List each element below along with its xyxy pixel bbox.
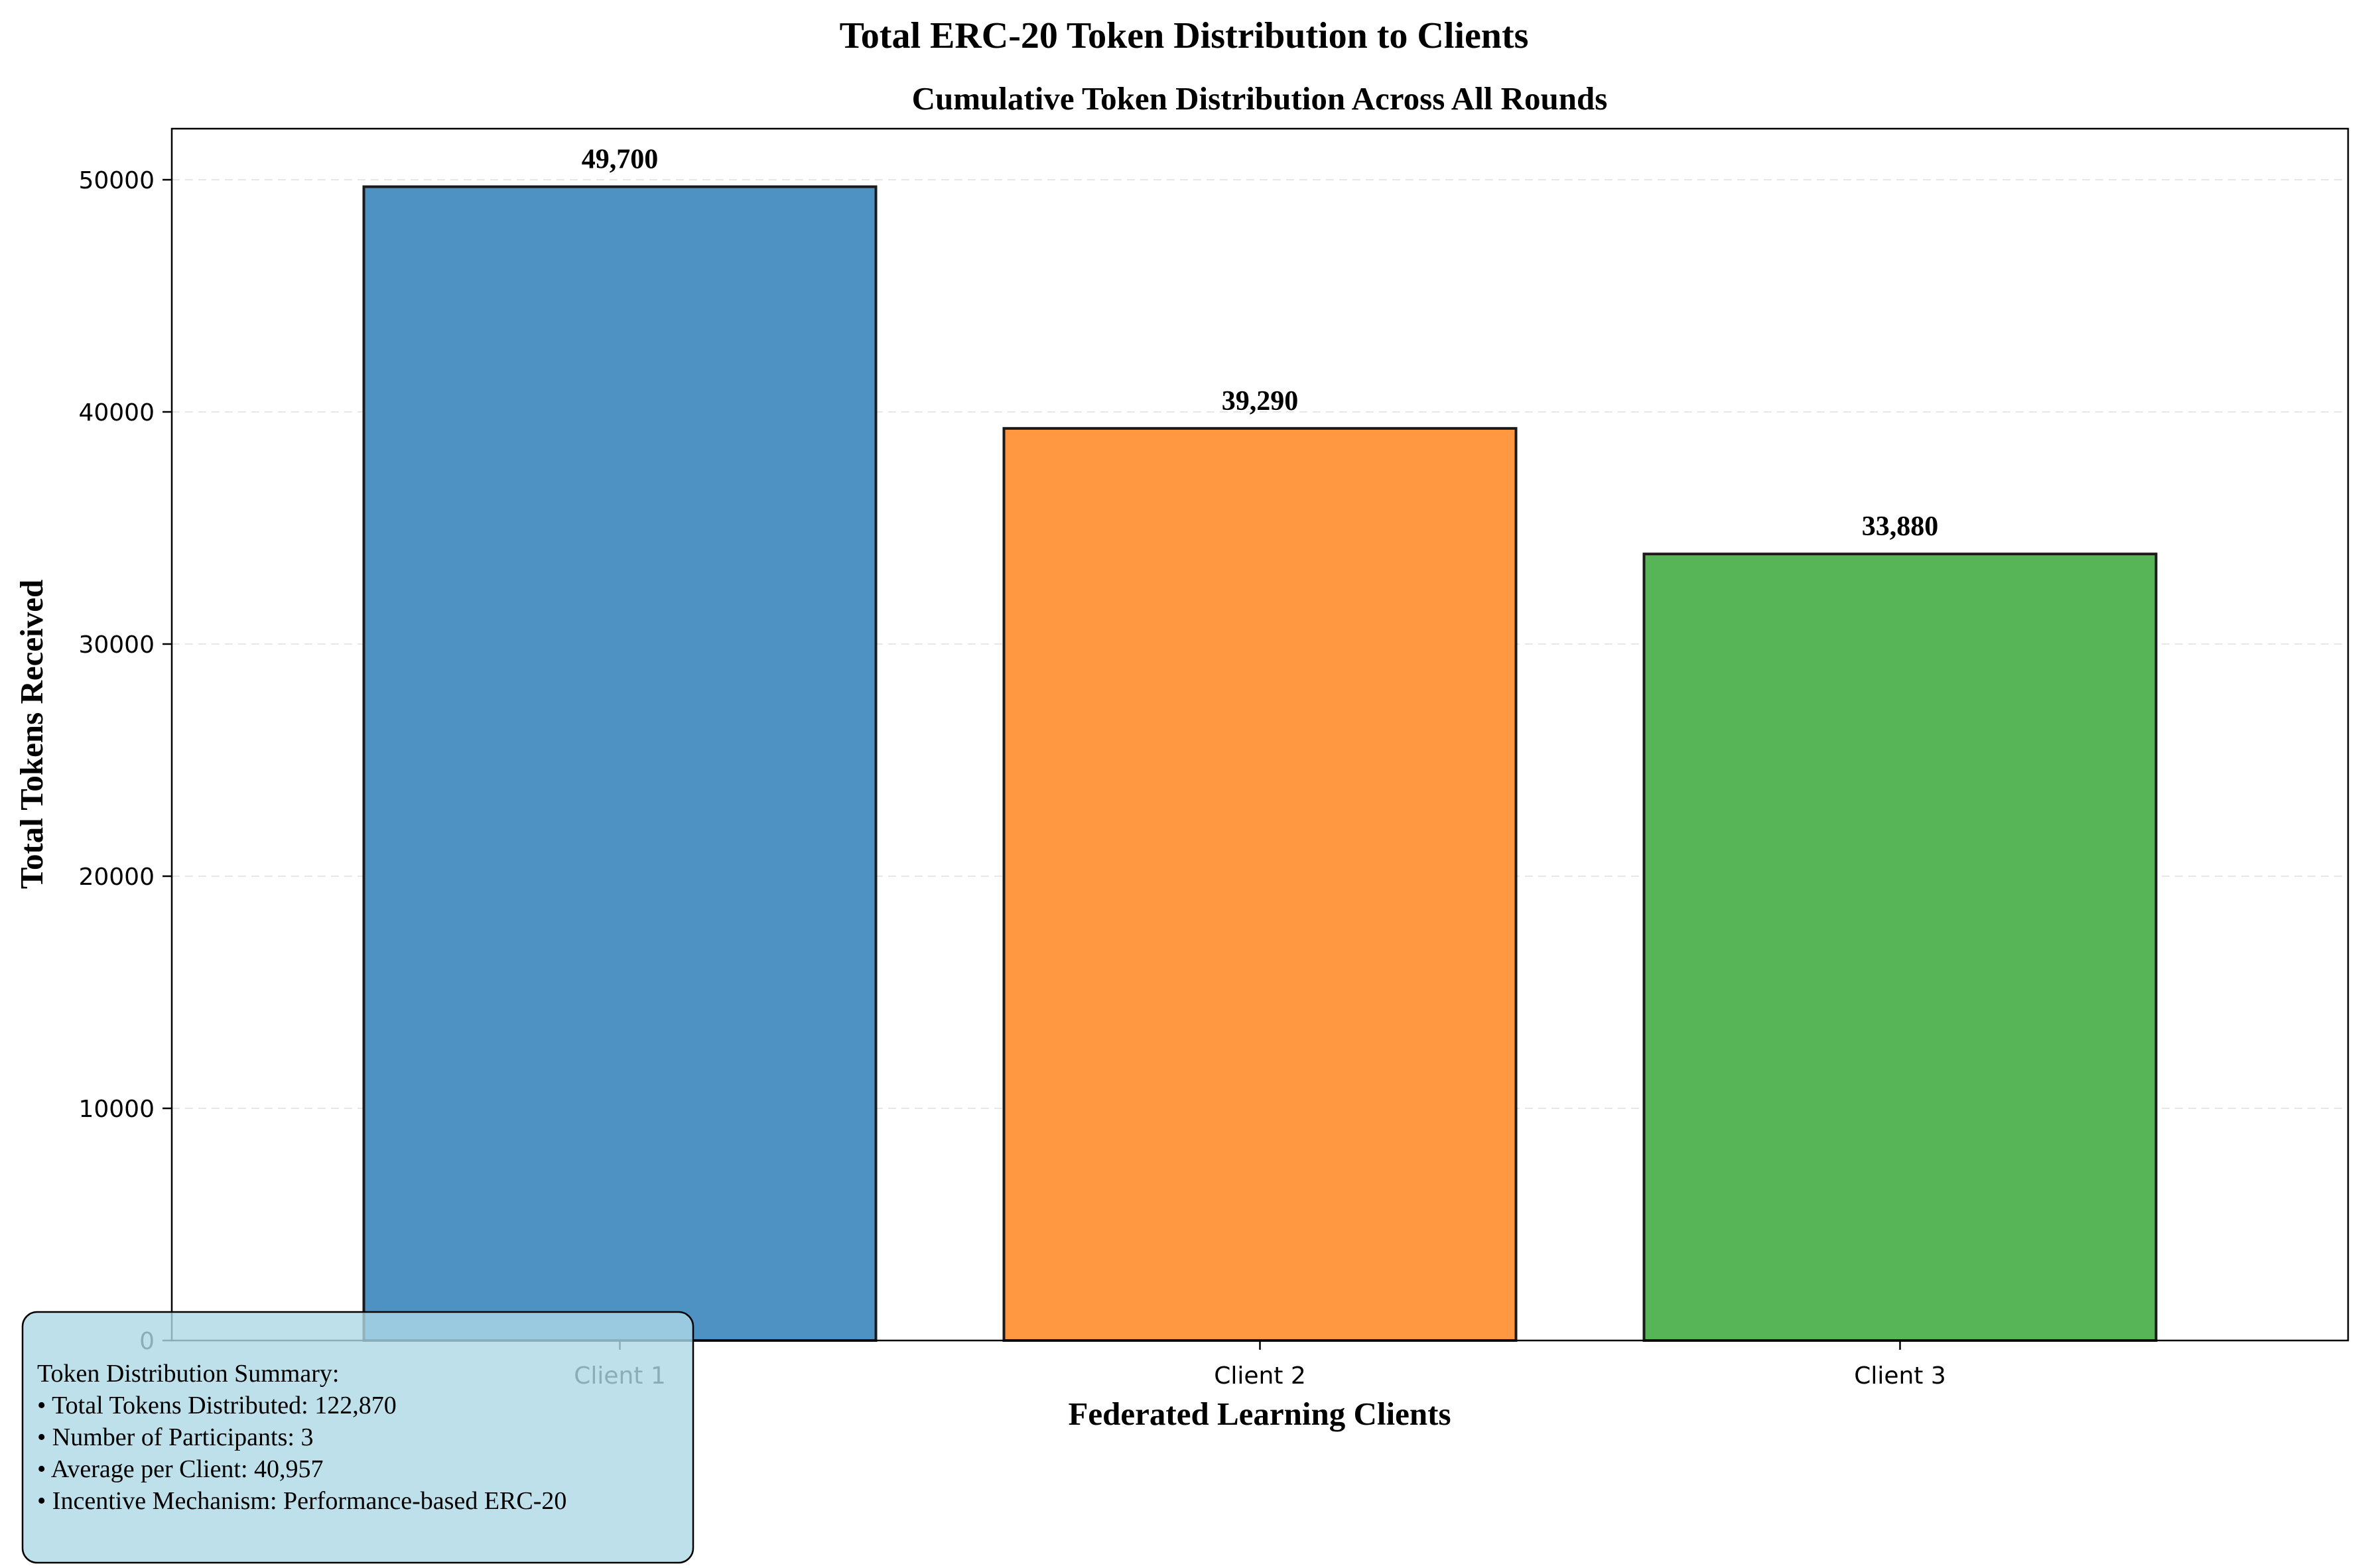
y-tick-label: 10000 [78, 1096, 155, 1123]
value-label-3: 33,880 [1862, 511, 1939, 542]
y-tick-label: 30000 [78, 631, 155, 659]
summary-line-total: • Total Tokens Distributed: 122,870 [37, 1392, 397, 1419]
value-labels: 49,700 39,290 33,880 [582, 145, 1939, 543]
summary-line-average: • Average per Client: 40,957 [37, 1455, 324, 1483]
x-tick-label: Client 2 [1214, 1362, 1306, 1390]
value-label-2: 39,290 [1222, 386, 1299, 417]
summary-title: Token Distribution Summary: [37, 1360, 339, 1388]
summary-line-participants: • Number of Participants: 3 [37, 1423, 313, 1451]
x-axis-label: Federated Learning Clients [1068, 1396, 1451, 1432]
bar-3 [1642, 553, 2158, 1342]
bar-2 [1002, 426, 1518, 1342]
y-axis-label: Total Tokens Received [13, 580, 50, 889]
bars [362, 185, 2158, 1342]
summary-box-background [21, 1311, 694, 1564]
chart-title: Total ERC-20 Token Distribution to Clien… [840, 15, 1529, 56]
bar-1 [362, 185, 878, 1342]
y-tick-label: 50000 [78, 167, 155, 194]
chart-subtitle: Cumulative Token Distribution Across All… [912, 80, 1608, 117]
value-label-1: 49,700 [582, 145, 659, 175]
summary-line-mechanism: • Incentive Mechanism: Performance-based… [37, 1487, 566, 1515]
y-tick-label: 40000 [78, 399, 155, 426]
y-tick-label: 20000 [78, 864, 155, 891]
x-tick-label: Client 3 [1854, 1362, 1946, 1390]
summary-annotation: Token Distribution Summary: • Total Toke… [21, 1311, 694, 1564]
